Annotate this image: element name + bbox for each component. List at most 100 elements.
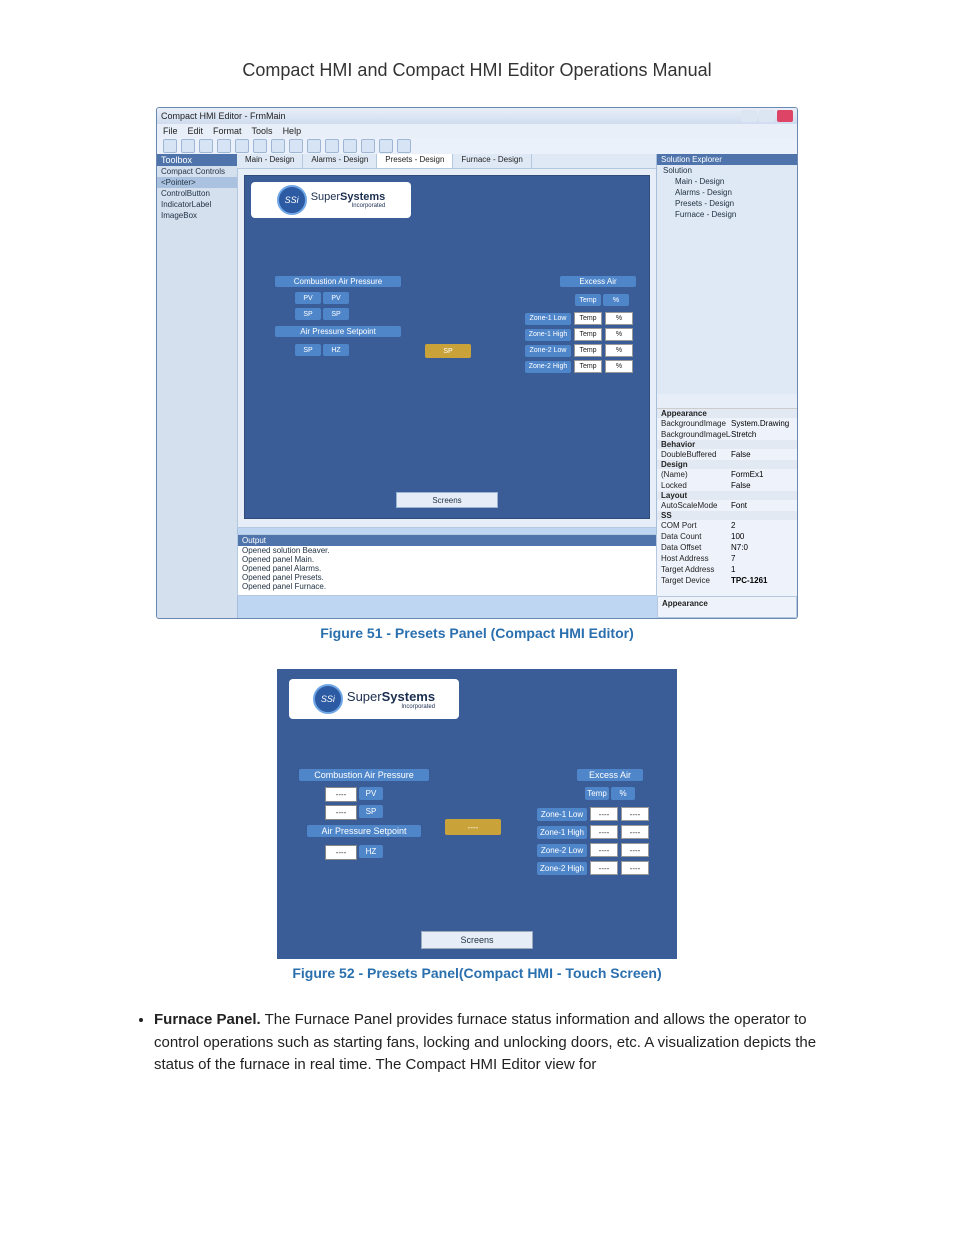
prop-key: Target Address (661, 564, 731, 575)
toolbar-icon[interactable] (379, 139, 393, 153)
zone-pct-box[interactable]: % (605, 312, 633, 325)
tab-furnace[interactable]: Furnace - Design (453, 154, 531, 168)
window-titlebar: Compact HMI Editor - FrmMain (157, 108, 797, 124)
excess-air-label: Excess Air (560, 276, 636, 287)
menu-edit[interactable]: Edit (188, 126, 204, 136)
menu-tools[interactable]: Tools (252, 126, 273, 136)
prop-val[interactable]: 1 (731, 564, 793, 575)
design-canvas[interactable]: SSi SuperSystems Incorporated Combustion… (237, 168, 657, 528)
zone-box[interactable]: ---- (621, 861, 649, 875)
props-cat-behavior: Behavior (657, 440, 797, 449)
toolbox-item[interactable]: IndicatorLabel (157, 199, 237, 210)
zone-box[interactable]: ---- (621, 825, 649, 839)
window-buttons[interactable] (741, 110, 793, 122)
maximize-icon[interactable] (759, 110, 775, 122)
zone-box[interactable]: ---- (590, 861, 618, 875)
air-setpoint-label: Air Pressure Setpoint (275, 326, 401, 337)
zone-box[interactable]: ---- (590, 807, 618, 821)
tab-presets[interactable]: Presets - Design (377, 154, 453, 168)
air-setpoint-label: Air Pressure Setpoint (307, 825, 421, 837)
tab-alarms[interactable]: Alarms - Design (303, 154, 377, 168)
zone-pct-box[interactable]: % (605, 344, 633, 357)
toolbox-item[interactable]: ImageBox (157, 210, 237, 221)
window-title: Compact HMI Editor - FrmMain (161, 111, 286, 121)
logo-text-1: Super (347, 689, 382, 704)
zone-temp-box[interactable]: Temp (574, 344, 602, 357)
logo-sub: Incorporated (311, 203, 386, 209)
toolbox-panel: Toolbox Compact Controls <Pointer> Contr… (157, 154, 238, 618)
toolbar-icon[interactable] (163, 139, 177, 153)
design-tabs[interactable]: Main - Design Alarms - Design Presets - … (237, 154, 657, 168)
menu-help[interactable]: Help (283, 126, 302, 136)
props-cat-appearance: Appearance (657, 409, 797, 418)
toolbar-icon[interactable] (343, 139, 357, 153)
screens-button[interactable]: Screens (421, 931, 533, 949)
prop-val[interactable]: Font (731, 500, 793, 511)
zone-temp-box[interactable]: Temp (574, 360, 602, 373)
toolbar-icon[interactable] (307, 139, 321, 153)
prop-val[interactable]: Stretch (731, 429, 793, 440)
tab-main[interactable]: Main - Design (237, 154, 303, 168)
toolbox-item[interactable]: <Pointer> (157, 177, 237, 188)
zone-box[interactable]: ---- (621, 807, 649, 821)
solution-node[interactable]: Furnace - Design (657, 209, 797, 220)
prop-key: Host Address (661, 553, 731, 564)
prop-key: DoubleBuffered (661, 449, 731, 460)
sp-indicator: ---- (445, 819, 501, 835)
toolbar-icon[interactable] (235, 139, 249, 153)
logo-text-2: Systems (382, 689, 435, 704)
solution-header: Solution Explorer (657, 154, 797, 165)
zone-temp-box[interactable]: Temp (574, 312, 602, 325)
solution-root[interactable]: Solution (657, 165, 797, 176)
toolbar-icon[interactable] (325, 139, 339, 153)
appearance-footer: Appearance (657, 596, 797, 618)
prop-val[interactable]: False (731, 480, 793, 491)
prop-val[interactable]: 7 (731, 553, 793, 564)
solution-node[interactable]: Presets - Design (657, 198, 797, 209)
solution-node[interactable]: Main - Design (657, 176, 797, 187)
toolbar-icon[interactable] (361, 139, 375, 153)
touch-screenshot: SSi SuperSystems Incorporated Combustion… (277, 669, 677, 959)
dash-box: ---- (325, 787, 357, 802)
prop-val[interactable]: 2 (731, 520, 793, 531)
toolbar-icon[interactable] (253, 139, 267, 153)
properties-panel: Appearance BackgroundImageSystem.Drawing… (656, 394, 797, 596)
menu-bar[interactable]: File Edit Format Tools Help (157, 124, 797, 138)
prop-val[interactable]: System.Drawing (731, 418, 793, 429)
prop-val[interactable]: TPC-1261 (731, 575, 793, 586)
toolbar-icon[interactable] (181, 139, 195, 153)
zone-pct-box[interactable]: % (605, 360, 633, 373)
menu-format[interactable]: Format (213, 126, 242, 136)
zone-box[interactable]: ---- (590, 843, 618, 857)
toolbar-icon[interactable] (217, 139, 231, 153)
output-line: Opened solution Beaver. (238, 546, 656, 555)
zone-label: Zone-2 Low (525, 345, 571, 357)
combustion-label: Combustion Air Pressure (299, 769, 429, 781)
screens-button[interactable]: Screens (396, 492, 498, 508)
toolbox-item[interactable]: ControlButton (157, 188, 237, 199)
toolbar[interactable] (157, 138, 797, 155)
logo-text-2: Systems (340, 191, 385, 203)
zone-temp-box[interactable]: Temp (574, 328, 602, 341)
zone-box[interactable]: ---- (621, 843, 649, 857)
toolbar-icon[interactable] (271, 139, 285, 153)
props-toolbar[interactable] (657, 394, 797, 409)
close-icon[interactable] (777, 110, 793, 122)
toolbar-icon[interactable] (289, 139, 303, 153)
zone-pct-box[interactable]: % (605, 328, 633, 341)
toolbar-icon[interactable] (199, 139, 213, 153)
menu-file[interactable]: File (163, 126, 178, 136)
solution-node[interactable]: Alarms - Design (657, 187, 797, 198)
zone-box[interactable]: ---- (590, 825, 618, 839)
prop-val[interactable]: FormEx1 (731, 469, 793, 480)
pv-tag: PV (295, 292, 321, 304)
minimize-icon[interactable] (741, 110, 757, 122)
pv-tag: PV (359, 787, 383, 800)
toolbar-icon[interactable] (397, 139, 411, 153)
logo-text-1: Super (311, 191, 340, 203)
prop-val[interactable]: False (731, 449, 793, 460)
solution-explorer: Solution Explorer Solution Main - Design… (656, 154, 797, 394)
prop-val[interactable]: N7:0 (731, 542, 793, 553)
prop-val[interactable]: 100 (731, 531, 793, 542)
zone-label: Zone-1 Low (537, 808, 587, 821)
